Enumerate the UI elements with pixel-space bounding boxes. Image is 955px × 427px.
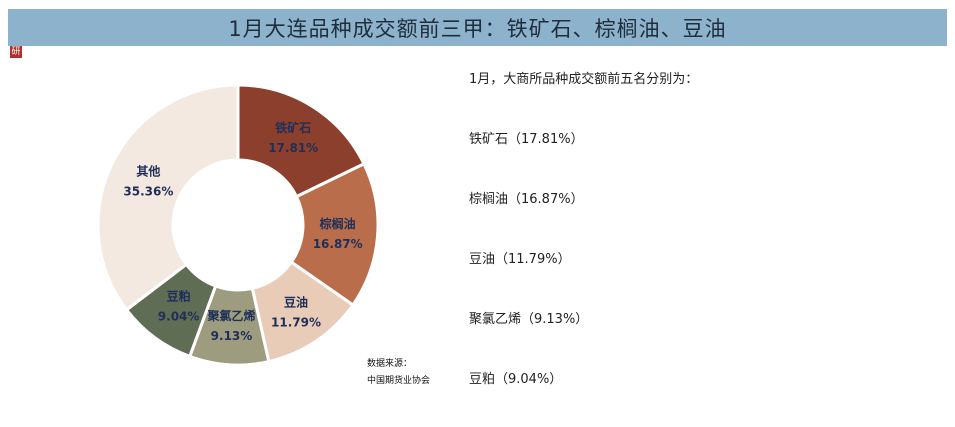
ranking-item-4: 聚氯乙烯（9.13%） bbox=[469, 312, 589, 327]
summary-text: 1月，大商所品种成交额前五名分别为： bbox=[469, 72, 699, 87]
slice-label-palm-oil: 棕榈油 bbox=[319, 216, 356, 231]
data-source: 数据来源： 中国期货业协会 bbox=[367, 356, 430, 390]
page-title: 1月大连品种成交额前三甲：铁矿石、棕榈油、豆油 bbox=[228, 16, 727, 41]
slice-value-iron-ore: 17.81% bbox=[268, 141, 318, 155]
source-value: 中国期货业协会 bbox=[367, 376, 431, 386]
slice-label-other: 其他 bbox=[136, 164, 160, 179]
slice-other bbox=[96, 83, 240, 312]
slice-value-pvc: 9.13% bbox=[211, 329, 253, 343]
slice-label-pvc: 聚氯乙烯 bbox=[206, 308, 255, 323]
slice-palm-oil bbox=[289, 161, 380, 308]
ranking-item-3: 豆油（11.79%） bbox=[469, 252, 571, 267]
slice-value-other: 35.36% bbox=[123, 185, 173, 199]
ranking-item-1: 铁矿石（17.81%） bbox=[469, 132, 584, 147]
ranking-item-5: 豆粕（9.04%） bbox=[469, 372, 563, 387]
title-bar: 1月大连品种成交额前三甲：铁矿石、棕榈油、豆油 bbox=[8, 9, 947, 46]
brand-logo: 研 bbox=[10, 46, 22, 58]
slice-value-soybean-meal: 9.04% bbox=[158, 309, 200, 323]
slice-value-palm-oil: 16.87% bbox=[313, 237, 363, 251]
donut-chart: 铁矿石 17.81% 棕榈油 16.87% 豆油 11.79% 聚氯乙烯 9.13% 豆粕 9.0… bbox=[96, 83, 380, 367]
source-label: 数据来源： bbox=[367, 359, 413, 369]
ranking-item-2: 棕榈油（16.87%） bbox=[469, 192, 584, 207]
slice-label-soybean-oil: 豆油 bbox=[284, 294, 308, 309]
slice-value-soybean-oil: 11.79% bbox=[271, 315, 321, 329]
slice-label-iron-ore: 铁矿石 bbox=[275, 120, 311, 135]
slice-label-soybean-meal: 豆粕 bbox=[167, 288, 191, 303]
slice-iron-ore bbox=[236, 83, 366, 199]
